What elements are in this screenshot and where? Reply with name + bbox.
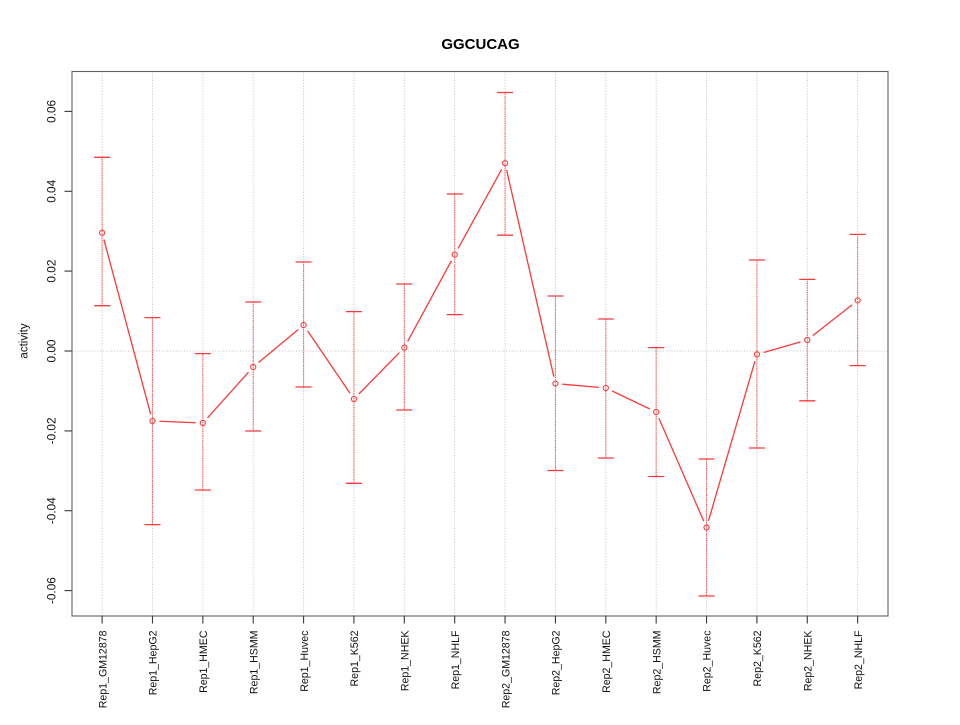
svg-text:0.06: 0.06 <box>45 99 59 122</box>
svg-text:Rep1_NHEK: Rep1_NHEK <box>400 631 412 692</box>
svg-text:Rep1_GM12878: Rep1_GM12878 <box>97 630 109 708</box>
svg-text:activity: activity <box>19 323 31 358</box>
svg-text:Rep2_NHEK: Rep2_NHEK <box>802 631 814 692</box>
svg-text:Rep2_HMEC: Rep2_HMEC <box>601 630 613 693</box>
svg-text:Rep2_NHLF: Rep2_NHLF <box>853 630 865 689</box>
svg-text:0.04: 0.04 <box>45 179 59 202</box>
svg-text:-0.04: -0.04 <box>45 497 59 524</box>
svg-text:Rep1_HMEC: Rep1_HMEC <box>198 630 210 693</box>
svg-text:Rep1_Huvec: Rep1_Huvec <box>299 630 311 692</box>
svg-text:-0.06: -0.06 <box>45 577 59 604</box>
svg-text:Rep1_HepG2: Rep1_HepG2 <box>148 630 160 695</box>
svg-text:-0.02: -0.02 <box>45 417 59 444</box>
svg-text:0.02: 0.02 <box>45 260 59 283</box>
svg-text:Rep1_HSMM: Rep1_HSMM <box>248 631 260 695</box>
svg-text:Rep1_NHLF: Rep1_NHLF <box>450 630 462 689</box>
svg-text:Rep2_HepG2: Rep2_HepG2 <box>551 630 563 695</box>
svg-text:GGCUCAG: GGCUCAG <box>441 36 519 53</box>
svg-text:Rep2_K562: Rep2_K562 <box>752 630 764 686</box>
svg-text:Rep1_K562: Rep1_K562 <box>349 630 361 686</box>
svg-text:Rep2_Huvec: Rep2_Huvec <box>702 630 714 692</box>
svg-text:Rep2_HSMM: Rep2_HSMM <box>651 631 663 695</box>
svg-text:Rep2_GM12878: Rep2_GM12878 <box>500 630 512 708</box>
svg-text:0.00: 0.00 <box>45 339 59 362</box>
